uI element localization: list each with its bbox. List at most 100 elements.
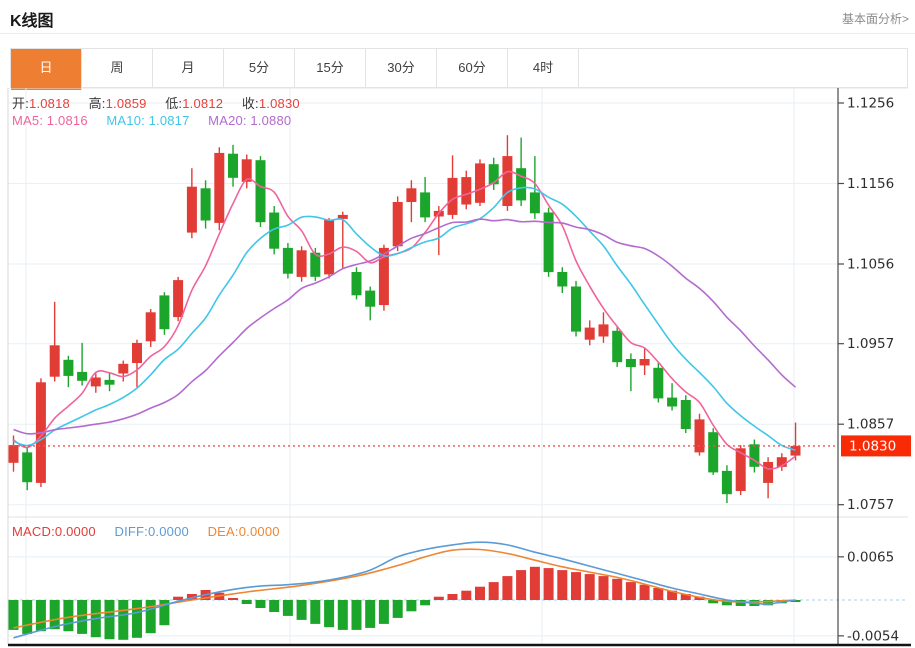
macd-histogram-bar [571,572,581,600]
dea-group: DEA:0.0000 [208,524,280,539]
macd-histogram-bar [488,582,499,600]
candle-body-up [598,324,609,337]
tab-60min[interactable]: 60分 [437,49,508,87]
macd-histogram-bar [35,600,46,632]
ma10-line [13,186,796,451]
macd-histogram-bar [680,594,691,600]
macd-histogram-bar [612,578,623,600]
candle-body-down [529,192,540,214]
macd-histogram-bar [77,600,88,634]
macd-histogram-bar [104,600,115,640]
macd-histogram-bar [406,600,417,612]
page-title: K线图 [10,13,54,30]
macd-histogram-bar [461,590,472,600]
candle-body-up [694,419,705,453]
ma10-label: MA10: [106,113,145,128]
macd-histogram-bar [324,600,335,628]
candle-body-up [118,363,129,374]
tabbar-filler [579,49,907,87]
macd-histogram-bar [475,586,485,600]
macd-histogram-bar [296,600,307,620]
macd-histogram-bar [584,574,595,600]
macd-histogram-bar [8,600,19,630]
macd-histogram-bar [516,570,527,600]
candle-body-up [475,163,485,203]
macd-axis-label: 0.0065 [847,549,894,565]
candle-body-down [104,379,115,385]
last-price-badge-value: 1.0830 [849,439,896,455]
macd-histogram-bar [433,596,444,600]
candle-body-down [200,188,211,221]
tab-month[interactable]: 月 [153,49,224,87]
candle-body-up [461,177,472,205]
macd-histogram-bar [557,570,568,600]
macd-histogram-bar [378,600,389,624]
macd-histogram-bar [132,600,142,638]
price-axis-label: 1.1156 [847,176,894,192]
macd-histogram-bar [186,594,197,600]
ohlc-close-label: 收: [241,96,259,111]
ma5-label: MA5: [12,113,44,128]
price-axis-label: 1.0857 [847,417,894,433]
macd-histogram-bar [653,588,664,600]
tab-day[interactable]: 日 [11,49,82,90]
candle-body-up [337,214,348,219]
candle-body-down [721,470,732,495]
candle-body-up [241,159,252,182]
dea-label: DEA: [207,524,239,539]
candle-body-down [420,192,431,218]
candle-body-down [159,295,170,330]
price-axis-label: 1.0957 [847,336,894,352]
price-axis-label: 1.0757 [847,497,894,513]
kline-chart-canvas[interactable]: 1.1256 1.1156 1.1056 1.0957 1.0857 1.0757 0.00… [0,88,915,648]
candle-body-up [639,359,650,366]
candle-body-down [255,160,266,223]
candle-body-down [282,247,293,274]
ohlc-high-group: 高:1.0859 [89,96,147,111]
tab-30min[interactable]: 30分 [366,49,437,87]
macd-histogram-bar [269,600,280,612]
candle-body-up [186,186,197,233]
candle-body-up [763,462,774,483]
macd-histogram-bar [337,600,348,630]
candle-body-down [310,252,321,277]
ohlc-close-value: 1.0830 [258,96,300,111]
tab-5min[interactable]: 5分 [224,49,295,87]
macd-histogram-bar [790,600,801,602]
macd-axis-label: -0.0054 [847,628,899,644]
candle-body-up [790,445,801,456]
ma20-value: 1.0880 [250,113,292,128]
macd-histogram-bar [255,600,266,608]
macd-histogram-bar [351,600,362,630]
macd-histogram-bar [22,600,33,634]
candle-body-up [324,219,335,275]
candle-body-up [378,247,389,306]
candle-body-down [516,168,527,201]
ma5-value: 1.0816 [46,113,88,128]
candle-body-down [22,452,33,483]
ohlc-readout: 开:1.0818 高:1.0859 低:1.0812 收:1.0830 [12,93,315,112]
candle-body-up [406,188,417,202]
ohlc-low-label: 低: [165,96,183,111]
dea-value: 0.0000 [238,524,280,539]
tab-week[interactable]: 周 [82,49,153,87]
fundamental-analysis-link[interactable]: 基本面分析> [841,12,909,26]
macd-histogram-bar [420,600,431,606]
price-axis-label: 1.1256 [847,96,894,112]
candle-body-down [77,371,88,381]
tab-4hour[interactable]: 4时 [508,49,579,87]
ohlc-low-value: 1.0812 [182,96,224,111]
candle-body-down [612,330,623,363]
candle-body-up [49,345,60,377]
candle-body-up [8,445,19,463]
macd-histogram-bar [721,600,732,606]
macd-histogram-bar [118,600,129,640]
macd-histogram-bar [173,596,184,600]
ma10-group: MA10: 1.0817 [106,113,189,128]
macd-value: 0.0000 [54,524,96,539]
candle-body-down [269,212,280,249]
candle-body-down [625,359,636,368]
tab-15min[interactable]: 15分 [295,49,366,87]
macd-histogram-bar [543,568,554,600]
macd-histogram-bar [447,594,458,600]
